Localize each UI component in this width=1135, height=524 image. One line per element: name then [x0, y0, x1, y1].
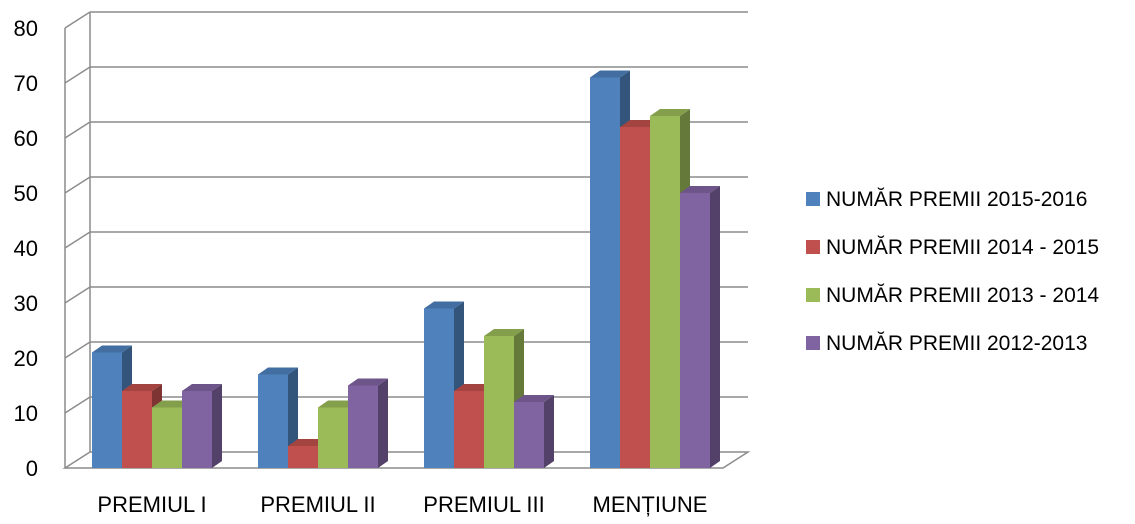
bar-front [288, 446, 318, 468]
gridline-side [64, 341, 91, 359]
bar-top [92, 345, 132, 353]
y-tick-label: 50 [14, 181, 38, 206]
bar-front [590, 77, 620, 468]
y-tick-label: 80 [14, 16, 38, 41]
legend-item: NUMĂR PREMII 2013 - 2014 [806, 284, 1099, 307]
legend-swatch [806, 192, 820, 206]
bar-front [454, 391, 484, 468]
bars [92, 70, 720, 468]
bar [680, 186, 720, 468]
y-axis-ticks: 0 10 20 30 40 50 60 70 80 [14, 16, 38, 481]
bar-front [258, 374, 288, 468]
bar [348, 378, 388, 468]
y-tick-label: 20 [14, 346, 38, 371]
legend-swatch [806, 288, 820, 302]
legend-item: NUMĂR PREMII 2014 - 2015 [806, 236, 1099, 259]
gridline-side [64, 286, 91, 304]
bar-front [348, 385, 378, 468]
bar-front [484, 336, 514, 468]
gridline-side [64, 66, 91, 84]
bar [514, 395, 554, 468]
bar-front [92, 352, 122, 468]
x-tick-label: MENȚIUNE [593, 492, 708, 517]
bar-side [544, 395, 554, 468]
bar-front [122, 391, 152, 468]
legend: NUMĂR PREMII 2015-2016 NUMĂR PREMII 2014 … [806, 188, 1099, 355]
y-tick-label: 60 [14, 126, 38, 151]
bar-top [484, 329, 524, 336]
gridline-side [64, 231, 91, 249]
legend-label: NUMĂR PREMII 2014 - 2015 [826, 236, 1099, 259]
legend-item: NUMĂR PREMII 2015-2016 [806, 188, 1087, 211]
bar-front [514, 402, 544, 468]
x-tick-label: PREMIUL II [260, 492, 375, 517]
bar-front [318, 407, 348, 468]
x-axis-ticks: PREMIUL I PREMIUL II PREMIUL III MENȚIUNE [97, 492, 707, 517]
bar-front [152, 407, 182, 468]
bar-top [182, 384, 222, 391]
bar-front [680, 193, 710, 468]
gridline-side [64, 396, 91, 414]
gridline-side [64, 121, 91, 139]
y-tick-label: 10 [14, 401, 38, 426]
bar-side [212, 384, 222, 468]
y-tick-label: 40 [14, 236, 38, 261]
bar-top [258, 367, 298, 375]
bar-side [378, 378, 388, 468]
x-tick-label: PREMIUL III [423, 492, 544, 517]
legend-label: NUMĂR PREMII 2015-2016 [826, 188, 1087, 211]
legend-label: NUMĂR PREMII 2013 - 2014 [826, 284, 1099, 307]
x-tick-label: PREMIUL I [97, 492, 206, 517]
bar-top [514, 395, 554, 402]
gridline-side [64, 11, 91, 29]
y-tick-label: 70 [14, 71, 38, 96]
bar-top [590, 70, 630, 78]
bar-top [424, 301, 464, 309]
bar-top [650, 109, 690, 116]
bar-front [650, 116, 680, 468]
bar-top [680, 186, 720, 193]
bar-top [348, 378, 388, 386]
y-tick-label: 0 [26, 456, 38, 481]
bar-side [710, 186, 720, 468]
legend-item: NUMĂR PREMII 2012-2013 [806, 332, 1087, 355]
y-tick-label: 30 [14, 291, 38, 316]
bar-front [424, 308, 454, 468]
bar-front [620, 127, 650, 468]
bar-front [182, 391, 212, 468]
legend-label: NUMĂR PREMII 2012-2013 [826, 332, 1087, 355]
legend-swatch [806, 336, 820, 350]
legend-swatch [806, 240, 820, 254]
bar-top [122, 384, 162, 391]
gridline-side [64, 176, 91, 194]
bar [182, 384, 222, 468]
